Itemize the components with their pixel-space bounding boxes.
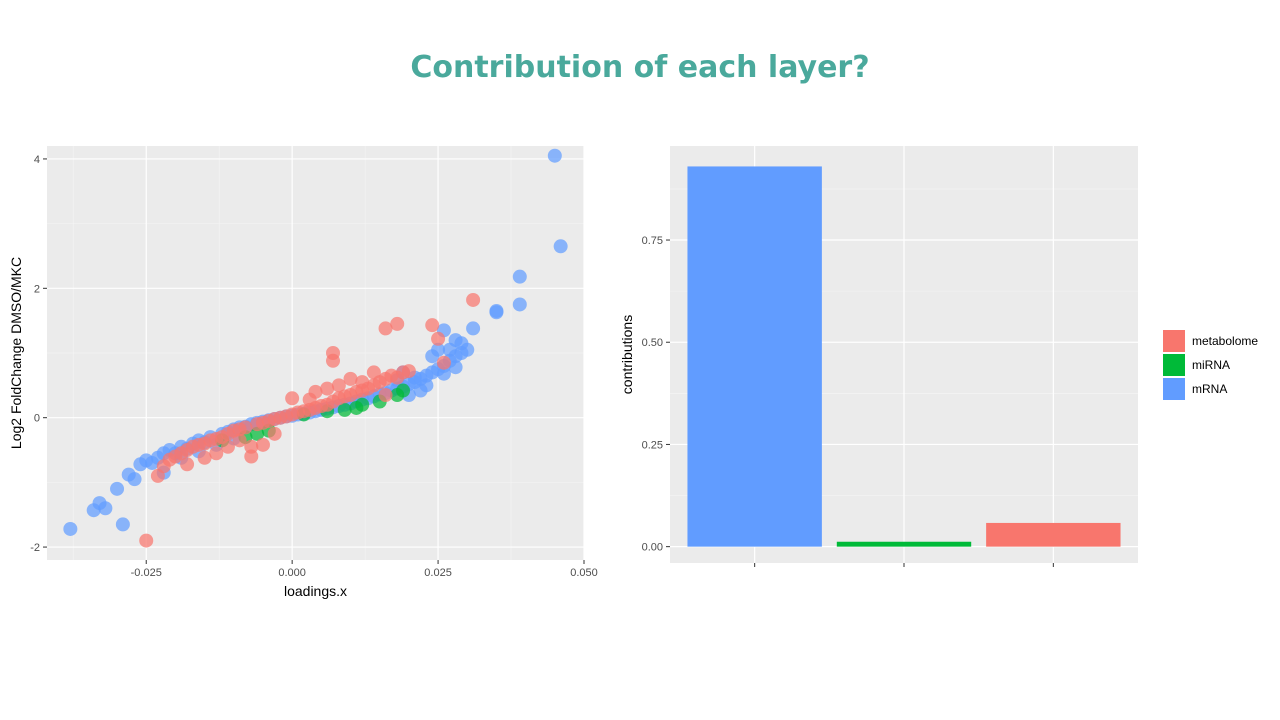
scatter-point — [255, 437, 270, 452]
scatter-chart: -0.025 0.000 0.025 0.050 -2 0 2 4 loadings.x Log2… — [8, 146, 598, 599]
legend-key-mRNA — [1163, 378, 1185, 400]
scatter-point — [267, 426, 282, 441]
scatter-point — [63, 521, 78, 536]
bar-metabolome — [986, 522, 1121, 547]
scatter-point — [98, 501, 113, 516]
bar-y-axis-title: contributions — [619, 315, 635, 394]
bar-legend: metabolome miRNA mRNA — [1163, 330, 1258, 400]
scatter-point — [366, 365, 381, 380]
scatter-point — [419, 378, 434, 393]
bar-y-tick-label: 0.75 — [642, 235, 663, 247]
scatter-point — [512, 297, 527, 312]
legend-label-metabolome: metabolome — [1192, 334, 1258, 348]
scatter-y-tick-label: 0 — [34, 413, 40, 425]
legend-key-metabolome — [1163, 330, 1185, 352]
scatter-y-axis-title: Log2 FoldChange DMSO/MKC — [8, 257, 24, 449]
scatter-point — [390, 316, 405, 331]
bar-y-tick-label: 0.50 — [642, 337, 663, 349]
scatter-point — [343, 371, 358, 386]
scatter-point — [466, 292, 481, 307]
scatter-x-axis-title: loadings.x — [284, 583, 347, 599]
scatter-point — [425, 318, 440, 333]
scatter-y-tick-label: 4 — [34, 154, 40, 166]
scatter-point — [512, 269, 527, 284]
bar-miRNA — [836, 541, 972, 547]
scatter-point — [232, 433, 247, 448]
legend-label-miRNA: miRNA — [1192, 358, 1230, 372]
scatter-point — [448, 360, 463, 375]
scatter-point — [431, 331, 446, 346]
scatter-point — [553, 239, 568, 254]
scatter-point — [396, 383, 411, 398]
scatter-point — [466, 321, 481, 336]
bar-y-tick-label: 0.00 — [642, 542, 663, 554]
scatter-point — [326, 353, 341, 368]
scatter-point — [139, 533, 154, 548]
scatter-point — [454, 336, 469, 351]
scatter-point — [302, 392, 317, 407]
scatter-point — [489, 303, 504, 318]
scatter-x-tick-label: -0.025 — [131, 567, 162, 579]
bar-mRNA — [687, 166, 822, 547]
scatter-point — [355, 375, 370, 390]
scatter-point — [378, 321, 393, 336]
bar-y-tick-label: 0.25 — [642, 439, 663, 451]
scatter-y-tick-label: 2 — [34, 283, 40, 295]
slide-title: Contribution of each layer? — [410, 50, 870, 85]
scatter-point — [547, 148, 562, 163]
scatter-point — [331, 378, 346, 393]
scatter-point — [401, 364, 416, 379]
scatter-point — [209, 446, 224, 461]
scatter-point — [285, 391, 300, 406]
scatter-x-tick-label: 0.000 — [278, 567, 306, 579]
scatter-point — [180, 457, 195, 472]
scatter-point — [220, 439, 235, 454]
legend-key-miRNA — [1163, 354, 1185, 376]
legend-label-mRNA: mRNA — [1192, 382, 1227, 396]
scatter-point — [349, 400, 364, 415]
scatter-y-tick-label: -2 — [30, 542, 40, 554]
scatter-point — [431, 342, 446, 357]
scatter-point — [238, 420, 253, 435]
scatter-x-tick-label: 0.025 — [424, 567, 452, 579]
scatter-point — [115, 517, 130, 532]
scatter-point — [436, 355, 451, 370]
scatter-point — [337, 402, 352, 417]
scatter-point — [390, 370, 405, 385]
scatter-point — [127, 472, 142, 487]
scatter-series-metabolome — [139, 292, 481, 548]
scatter-point — [250, 426, 265, 441]
scatter-x-tick-label: 0.050 — [570, 567, 598, 579]
scatter-point — [110, 481, 125, 496]
scatter-point — [244, 449, 259, 464]
scatter-point — [442, 342, 457, 357]
scatter-point — [244, 439, 259, 454]
scatter-point — [378, 388, 393, 403]
scatter-point — [320, 381, 335, 396]
scatter-point — [197, 450, 212, 465]
scatter-point — [436, 366, 451, 381]
